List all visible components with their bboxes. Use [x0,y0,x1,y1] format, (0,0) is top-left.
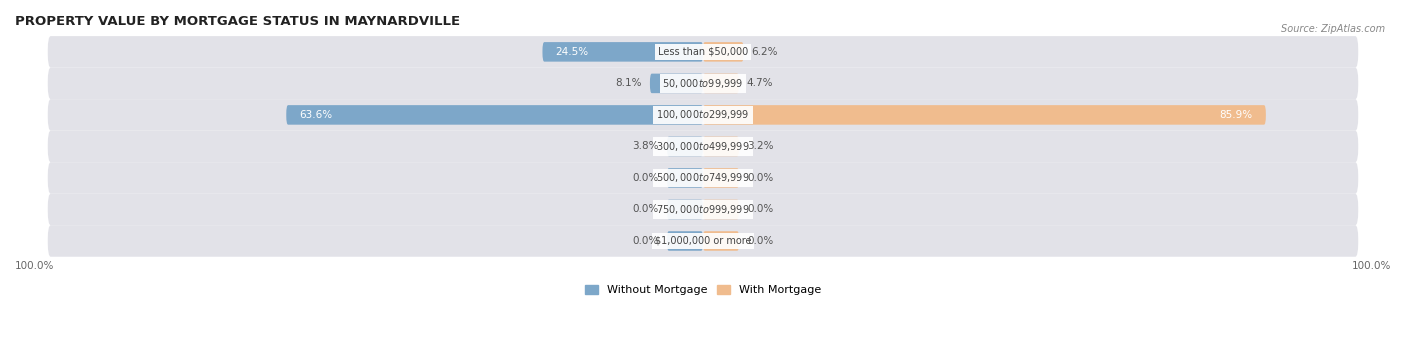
Text: 100.0%: 100.0% [15,262,55,271]
Text: 63.6%: 63.6% [299,110,332,120]
FancyBboxPatch shape [703,168,740,188]
FancyBboxPatch shape [703,137,740,156]
FancyBboxPatch shape [543,42,703,62]
FancyBboxPatch shape [48,194,1358,225]
Text: Less than $50,000: Less than $50,000 [658,47,748,57]
Text: $500,000 to $749,999: $500,000 to $749,999 [657,172,749,184]
FancyBboxPatch shape [287,105,703,125]
Text: $300,000 to $499,999: $300,000 to $499,999 [657,140,749,153]
FancyBboxPatch shape [666,137,703,156]
FancyBboxPatch shape [666,168,703,188]
FancyBboxPatch shape [666,200,703,219]
FancyBboxPatch shape [650,74,703,93]
Text: 85.9%: 85.9% [1219,110,1253,120]
FancyBboxPatch shape [703,105,1265,125]
Text: 4.7%: 4.7% [747,78,773,88]
FancyBboxPatch shape [703,200,740,219]
Text: 0.0%: 0.0% [633,173,659,183]
Text: $750,000 to $999,999: $750,000 to $999,999 [657,203,749,216]
FancyBboxPatch shape [48,68,1358,99]
Text: 0.0%: 0.0% [747,205,773,214]
Text: $100,000 to $299,999: $100,000 to $299,999 [657,108,749,121]
Text: 0.0%: 0.0% [747,173,773,183]
FancyBboxPatch shape [703,74,740,93]
FancyBboxPatch shape [48,36,1358,68]
Text: 24.5%: 24.5% [555,47,589,57]
Text: $1,000,000 or more: $1,000,000 or more [655,236,751,246]
FancyBboxPatch shape [703,42,744,62]
Text: 8.1%: 8.1% [616,78,643,88]
FancyBboxPatch shape [48,131,1358,162]
Text: 0.0%: 0.0% [633,236,659,246]
Legend: Without Mortgage, With Mortgage: Without Mortgage, With Mortgage [581,280,825,300]
FancyBboxPatch shape [48,225,1358,257]
Text: 3.8%: 3.8% [633,142,659,151]
Text: 100.0%: 100.0% [1351,262,1391,271]
Text: $50,000 to $99,999: $50,000 to $99,999 [662,77,744,90]
FancyBboxPatch shape [48,162,1358,194]
Text: 0.0%: 0.0% [633,205,659,214]
Text: 0.0%: 0.0% [747,236,773,246]
Text: 3.2%: 3.2% [747,142,773,151]
Text: PROPERTY VALUE BY MORTGAGE STATUS IN MAYNARDVILLE: PROPERTY VALUE BY MORTGAGE STATUS IN MAY… [15,15,460,28]
FancyBboxPatch shape [703,231,740,251]
Text: Source: ZipAtlas.com: Source: ZipAtlas.com [1281,24,1385,34]
FancyBboxPatch shape [48,99,1358,131]
FancyBboxPatch shape [666,231,703,251]
Text: 6.2%: 6.2% [751,47,778,57]
